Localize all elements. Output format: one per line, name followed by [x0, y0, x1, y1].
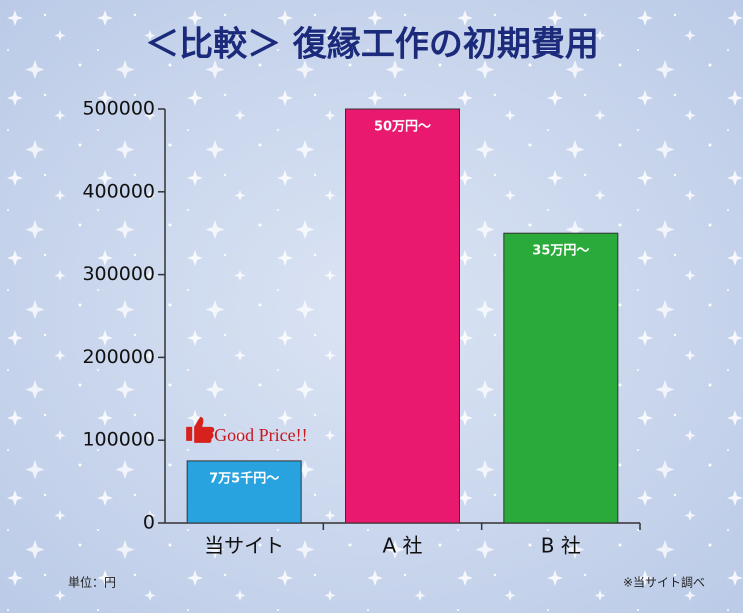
x-tick-label: A 社 — [382, 534, 422, 558]
value-label: 7万5千円〜 — [209, 470, 279, 486]
x-tick-label: 当サイト — [204, 534, 284, 558]
bar — [503, 232, 619, 524]
bar — [186, 460, 302, 524]
annotation: Good Price!! — [214, 425, 307, 445]
x-tick-label: B 社 — [541, 534, 581, 558]
source-note: ※当サイト調べ — [623, 576, 705, 590]
y-tick-label: 200000 — [82, 346, 155, 368]
y-tick-label: 100000 — [82, 429, 155, 451]
value-label: 50万円〜 — [374, 120, 431, 135]
y-tick-label: 300000 — [82, 263, 155, 285]
value-label: 35万円〜 — [532, 244, 589, 259]
chart-title: ＜比較＞ 復縁工作の初期費用 — [145, 25, 599, 65]
bar — [345, 108, 460, 524]
y-tick-label: 0 — [143, 512, 155, 534]
y-tick-label: 400000 — [82, 180, 155, 202]
y-tick-label: 500000 — [82, 98, 155, 120]
unit-note: 単位：円 — [68, 575, 116, 590]
thumb-icon — [186, 416, 215, 443]
